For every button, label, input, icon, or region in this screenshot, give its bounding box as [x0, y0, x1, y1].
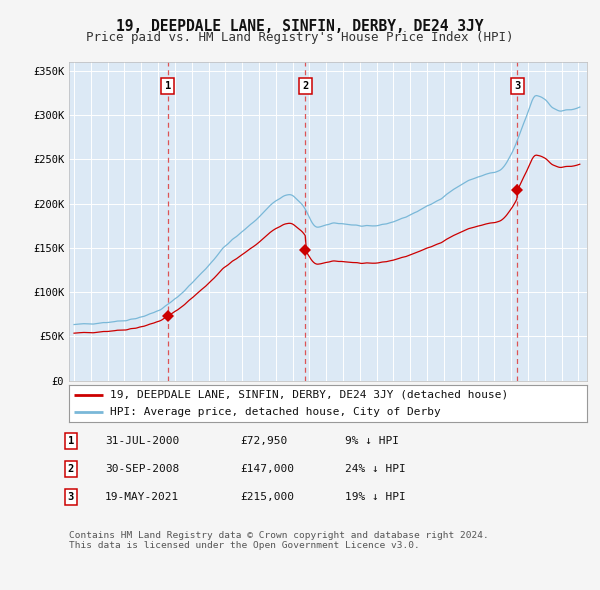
Text: £72,950: £72,950 — [240, 437, 287, 446]
Text: 2: 2 — [302, 81, 308, 91]
Text: 2: 2 — [68, 464, 74, 474]
Text: HPI: Average price, detached house, City of Derby: HPI: Average price, detached house, City… — [110, 407, 441, 417]
Text: 19, DEEPDALE LANE, SINFIN, DERBY, DE24 3JY (detached house): 19, DEEPDALE LANE, SINFIN, DERBY, DE24 3… — [110, 390, 509, 399]
Text: 19, DEEPDALE LANE, SINFIN, DERBY, DE24 3JY: 19, DEEPDALE LANE, SINFIN, DERBY, DE24 3… — [116, 19, 484, 34]
Text: 19% ↓ HPI: 19% ↓ HPI — [345, 492, 406, 502]
Text: 1: 1 — [68, 437, 74, 446]
Text: 9% ↓ HPI: 9% ↓ HPI — [345, 437, 399, 446]
Text: Price paid vs. HM Land Registry's House Price Index (HPI): Price paid vs. HM Land Registry's House … — [86, 31, 514, 44]
Text: 24% ↓ HPI: 24% ↓ HPI — [345, 464, 406, 474]
Text: 3: 3 — [68, 492, 74, 502]
Text: 30-SEP-2008: 30-SEP-2008 — [105, 464, 179, 474]
Text: 31-JUL-2000: 31-JUL-2000 — [105, 437, 179, 446]
Text: Contains HM Land Registry data © Crown copyright and database right 2024.
This d: Contains HM Land Registry data © Crown c… — [69, 531, 489, 550]
Text: £147,000: £147,000 — [240, 464, 294, 474]
Text: 3: 3 — [514, 81, 521, 91]
Text: £215,000: £215,000 — [240, 492, 294, 502]
Text: 19-MAY-2021: 19-MAY-2021 — [105, 492, 179, 502]
Text: 1: 1 — [165, 81, 171, 91]
